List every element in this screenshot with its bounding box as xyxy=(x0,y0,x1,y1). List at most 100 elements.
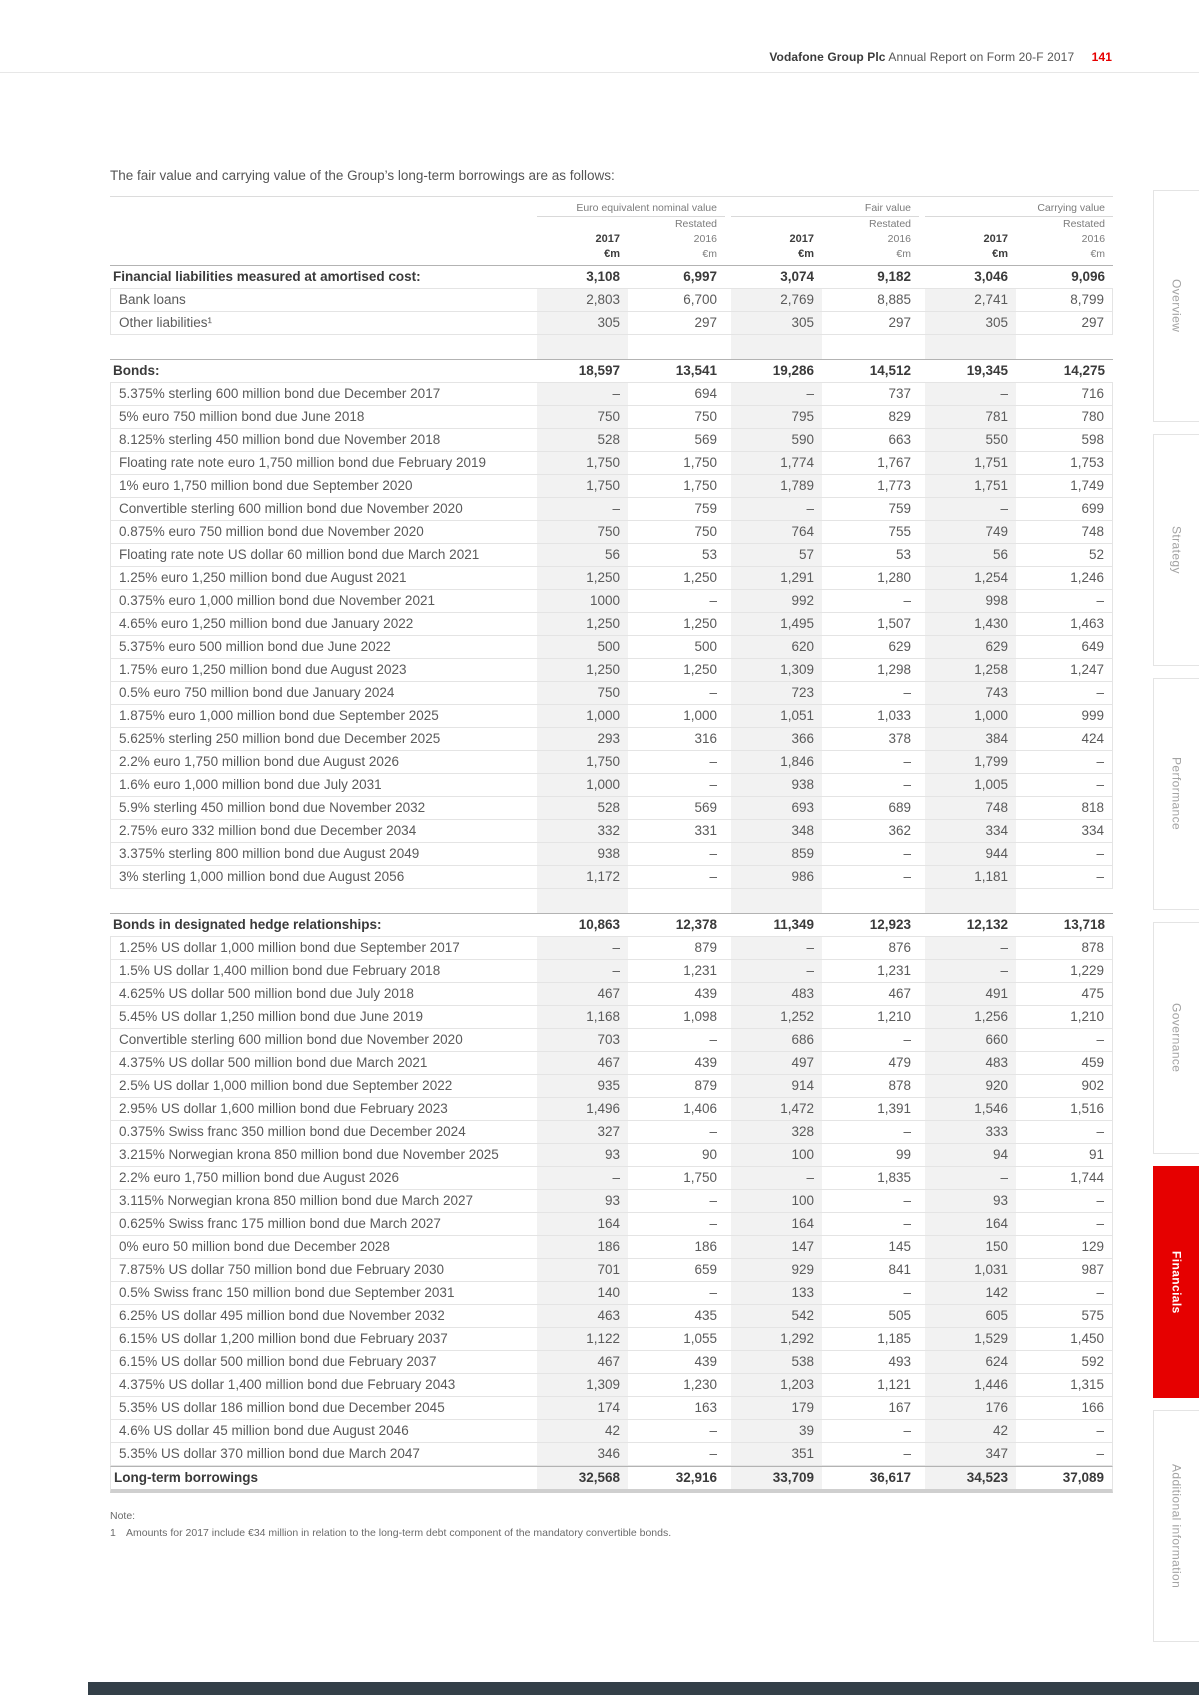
value-cell: 293 xyxy=(531,728,628,751)
tab-label: Financials xyxy=(1169,1250,1184,1314)
value-cell: 384 xyxy=(919,728,1017,751)
table-row: 4.375% US dollar 500 million bond due Ma… xyxy=(110,1052,1114,1075)
value-cell: 32,568 xyxy=(531,1466,628,1493)
row-label: 0.5% Swiss franc 150 million bond due Se… xyxy=(110,1282,531,1305)
tab-overview[interactable]: Overview xyxy=(1153,190,1199,422)
year-2017: 2017 xyxy=(789,233,814,245)
value-cell: 1,000 xyxy=(531,705,628,728)
value-cell: 1,250 xyxy=(531,613,628,636)
footer-bar xyxy=(88,1682,1199,1695)
note-heading: Note: xyxy=(110,1510,136,1522)
table-row: 0% euro 50 million bond due December 202… xyxy=(110,1236,1114,1259)
table-row: 6.15% US dollar 500 million bond due Feb… xyxy=(110,1351,1114,1374)
value-cell: 164 xyxy=(919,1213,1017,1236)
value-cell: 366 xyxy=(725,728,822,751)
value-cell: 164 xyxy=(531,1213,628,1236)
value-cell: 467 xyxy=(531,983,628,1006)
value-cell: 328 xyxy=(725,1121,822,1144)
value-cell: 743 xyxy=(919,682,1017,705)
value-cell: 938 xyxy=(725,774,822,797)
year-2016: 2016 xyxy=(1081,233,1106,245)
value-cell: 1,210 xyxy=(1016,1006,1114,1029)
table-row: 4.65% euro 1,250 million bond due Januar… xyxy=(110,613,1114,636)
value-cell: 12,132 xyxy=(919,913,1017,937)
value-cell: 176 xyxy=(919,1397,1017,1420)
year-2017: 2017 xyxy=(983,233,1009,245)
value-cell: – xyxy=(628,1121,725,1144)
value-cell: – xyxy=(919,383,1017,406)
table-row: Convertible sterling 600 million bond du… xyxy=(110,1029,1114,1052)
value-cell: 483 xyxy=(919,1052,1017,1075)
value-cell: 1,229 xyxy=(1016,960,1114,983)
value-cell: 332 xyxy=(531,820,628,843)
note-item: 1 Amounts for 2017 include €34 million i… xyxy=(110,1526,1113,1541)
value-cell: 100 xyxy=(725,1190,822,1213)
value-cell: 305 xyxy=(725,312,822,335)
value-cell: 689 xyxy=(822,797,920,820)
table-row: 0.375% Swiss franc 350 million bond due … xyxy=(110,1121,1114,1144)
year-2016: 2016 xyxy=(693,233,717,245)
value-cell xyxy=(531,335,628,359)
table-row: 4.6% US dollar 45 million bond due Augus… xyxy=(110,1420,1114,1443)
value-cell: – xyxy=(1016,774,1114,797)
value-cell: 841 xyxy=(822,1259,920,1282)
row-label: 8.125% sterling 450 million bond due Nov… xyxy=(110,429,531,452)
value-cell: 305 xyxy=(531,312,628,335)
value-cell: 1,472 xyxy=(725,1098,822,1121)
tab-financials[interactable]: Financials xyxy=(1153,1166,1199,1398)
value-cell: – xyxy=(531,937,628,960)
row-label: 7.875% US dollar 750 million bond due Fe… xyxy=(110,1259,531,1282)
value-cell: 1,000 xyxy=(531,774,628,797)
value-cell: 755 xyxy=(822,521,920,544)
value-cell: 346 xyxy=(531,1443,628,1466)
value-cell: 439 xyxy=(628,1351,725,1374)
tab-additional-information[interactable]: Additional information xyxy=(1153,1410,1199,1642)
value-cell: 8,799 xyxy=(1016,289,1114,312)
value-cell: – xyxy=(1016,1420,1114,1443)
value-cell xyxy=(919,889,1017,913)
value-cell: 150 xyxy=(919,1236,1017,1259)
value-cell: 1,546 xyxy=(919,1098,1017,1121)
value-cell: 528 xyxy=(531,797,628,820)
value-cell: 598 xyxy=(1016,429,1114,452)
value-cell: 550 xyxy=(919,429,1017,452)
value-cell: 694 xyxy=(628,383,725,406)
year-2017: 2017 xyxy=(595,233,620,245)
value-cell: 331 xyxy=(628,820,725,843)
value-cell: 750 xyxy=(531,682,628,705)
value-cell: – xyxy=(628,774,725,797)
table-row: 0.375% euro 1,000 million bond due Novem… xyxy=(110,590,1114,613)
tab-governance[interactable]: Governance xyxy=(1153,922,1199,1154)
value-cell: 53 xyxy=(822,544,920,567)
table-row: 3.215% Norwegian krona 850 million bond … xyxy=(110,1144,1114,1167)
row-label: 3.115% Norwegian krona 850 million bond … xyxy=(110,1190,531,1213)
value-cell: – xyxy=(628,751,725,774)
group-header-nominal: Euro equivalent nominal value xyxy=(531,196,725,217)
tab-strategy[interactable]: Strategy xyxy=(1153,434,1199,666)
value-cell: 1,774 xyxy=(725,452,822,475)
tab-performance[interactable]: Performance xyxy=(1153,678,1199,910)
value-cell xyxy=(822,335,919,359)
value-cell: 986 xyxy=(725,866,822,889)
value-cell xyxy=(1016,889,1113,913)
value-cell: 93 xyxy=(919,1190,1017,1213)
row-label: 0.375% Swiss franc 350 million bond due … xyxy=(110,1121,531,1144)
value-cell: 186 xyxy=(531,1236,628,1259)
row-label: 1.25% euro 1,250 million bond due August… xyxy=(110,567,531,590)
value-cell: 781 xyxy=(919,406,1017,429)
value-cell: 57 xyxy=(725,544,822,567)
value-cell xyxy=(822,889,919,913)
value-cell: 1,051 xyxy=(725,705,822,728)
value-cell: 538 xyxy=(725,1351,822,1374)
value-cell: – xyxy=(822,1443,920,1466)
value-cell: – xyxy=(1016,1213,1114,1236)
value-cell: 1,033 xyxy=(822,705,920,728)
value-cell: – xyxy=(1016,590,1114,613)
unit-label: €m xyxy=(896,248,912,260)
row-label: 5.35% US dollar 186 million bond due Dec… xyxy=(110,1397,531,1420)
value-cell: 493 xyxy=(822,1351,920,1374)
value-cell: 1,799 xyxy=(919,751,1017,774)
table-row: 5.375% euro 500 million bond due June 20… xyxy=(110,636,1114,659)
value-cell: 1,122 xyxy=(531,1328,628,1351)
table-row: 0.875% euro 750 million bond due Novembe… xyxy=(110,521,1114,544)
